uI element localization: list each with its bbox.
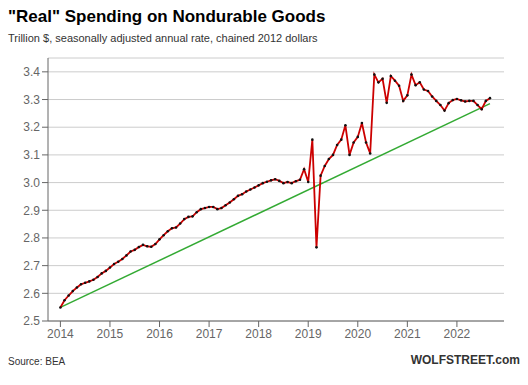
svg-text:3.1: 3.1 (23, 148, 40, 162)
svg-text:3.4: 3.4 (23, 65, 40, 79)
svg-text:2016: 2016 (146, 327, 173, 341)
html-text:"Real" Spending on Nondurable: "Real" Spending on Nondurable Goods (8, 7, 326, 26)
svg-text:2.6: 2.6 (23, 287, 40, 301)
svg-text:2.9: 2.9 (23, 204, 40, 218)
svg-text:2.7: 2.7 (23, 259, 40, 273)
svg-text:2022: 2022 (444, 327, 471, 341)
html-text:Trillion $, seasonally adjuste: Trillion $, seasonally adjusted annual r… (8, 32, 318, 44)
svg-text:2020: 2020 (344, 327, 371, 341)
svg-text:3.2: 3.2 (23, 120, 40, 134)
svg-text:2014: 2014 (47, 327, 74, 341)
svg-text:3.3: 3.3 (23, 93, 40, 107)
svg-text:2018: 2018 (245, 327, 272, 341)
svg-text:3.0: 3.0 (23, 176, 40, 190)
html-text:Source: BEA: Source: BEA (8, 356, 66, 367)
svg-text:2.5: 2.5 (23, 314, 40, 328)
svg-text:2019: 2019 (295, 327, 322, 341)
svg-text:2017: 2017 (196, 327, 223, 341)
svg-text:2015: 2015 (97, 327, 124, 341)
html-text:WOLFSTREET.com: WOLFSTREET.com (410, 353, 520, 367)
svg-text:2021: 2021 (394, 327, 421, 341)
svg-text:2.8: 2.8 (23, 231, 40, 245)
